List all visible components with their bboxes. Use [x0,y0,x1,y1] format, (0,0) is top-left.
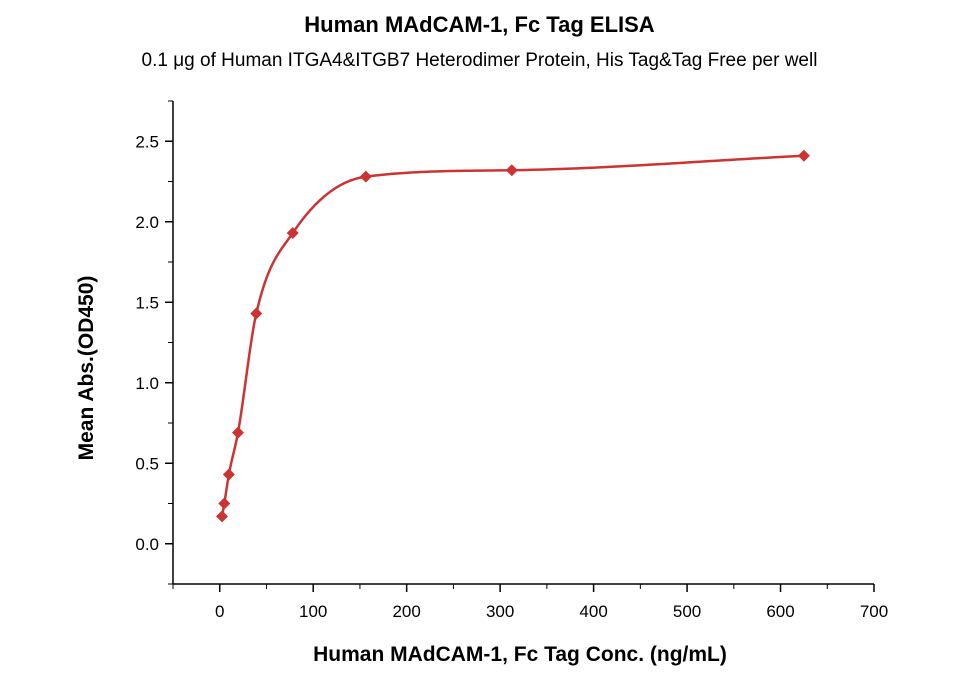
x-tick-label: 600 [766,602,794,621]
x-tick-label: 0 [215,602,224,621]
y-axis-label: Mean Abs.(OD450) [75,276,98,461]
x-axis-label: Human MAdCAM-1, Fc Tag Conc. (ng/mL) [313,643,727,666]
data-point [286,227,299,240]
x-tick-label: 200 [392,602,420,621]
y-tick-label: 1.5 [135,293,159,312]
x-tick-label: 700 [860,602,888,621]
data-point [231,426,244,439]
x-tick-label: 100 [299,602,327,621]
x-tick-label: 500 [673,602,701,621]
data-points [216,149,810,523]
y-tick-label: 2.5 [135,132,159,151]
data-point [797,149,810,162]
fit-curve [220,154,804,517]
y-tick-label: 1.0 [135,374,159,393]
y-tick-label: 2.0 [135,213,159,232]
data-point [250,307,263,320]
data-point [222,468,235,481]
chart-subtitle: 0.1 μg of Human ITGA4&ITGB7 Heterodimer … [141,50,818,71]
chart-title: Human MAdCAM-1, Fc Tag ELISA [304,12,655,37]
x-tick-label: 300 [486,602,514,621]
y-tick-label: 0.0 [135,535,159,554]
y-tick-label: 0.5 [135,454,159,473]
x-tick-label: 400 [579,602,607,621]
data-point [216,510,229,523]
axes: 0 100 200 300 400 500 600 700 0.0 0.5 1.0 1.5 2.0 2.5 [135,100,888,621]
data-point [218,497,231,510]
data-point [359,170,372,183]
data-point [505,164,518,177]
